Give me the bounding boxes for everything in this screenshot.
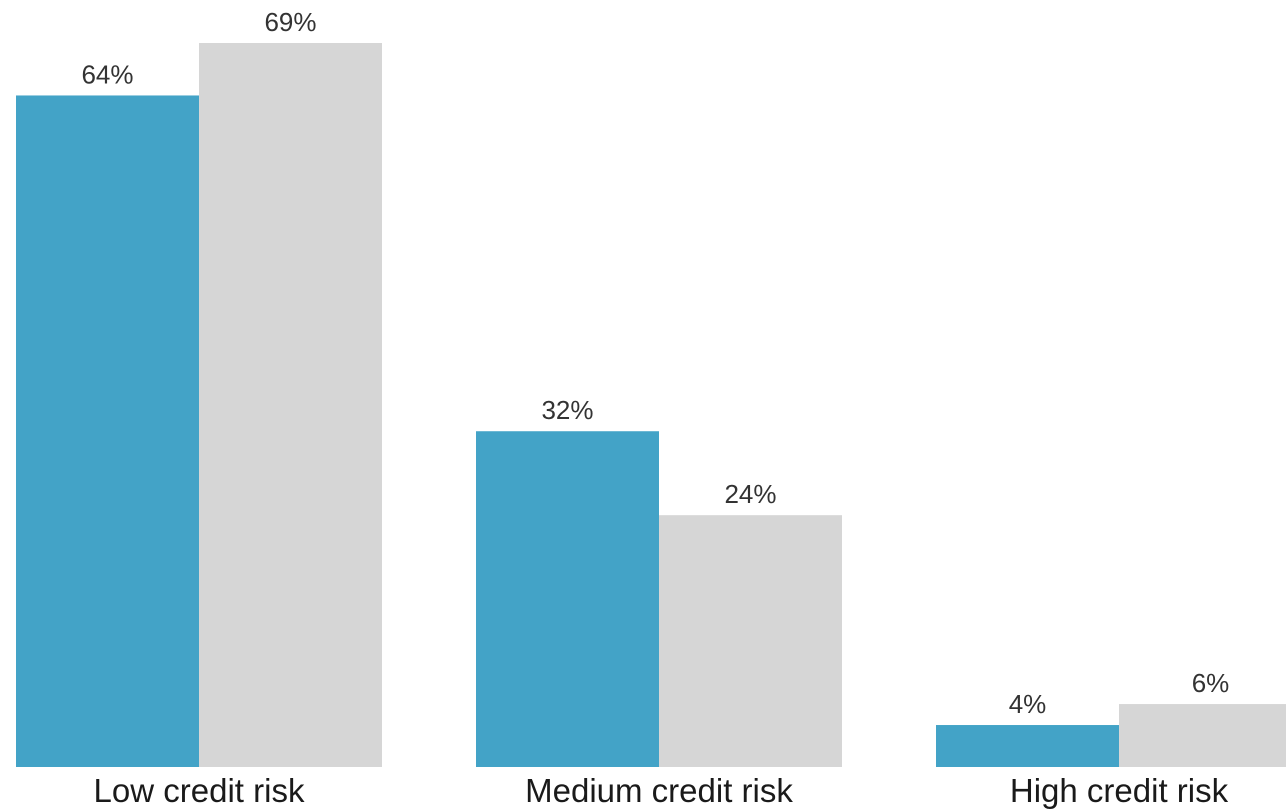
data-label-gray-0: 69%	[264, 7, 316, 37]
category-label-0: Low credit risk	[94, 772, 305, 809]
bar-gray-0	[199, 43, 382, 767]
bar-gray-2	[1119, 704, 1286, 767]
bar-blue-0	[16, 95, 199, 768]
bar-gray-1	[659, 515, 842, 767]
data-label-gray-2: 6%	[1192, 668, 1230, 698]
data-label-blue-0: 64%	[81, 59, 133, 89]
data-label-gray-1: 24%	[724, 479, 776, 509]
category-label-1: Medium credit risk	[525, 772, 793, 809]
category-label-2: High credit risk	[1010, 772, 1229, 809]
bar-blue-2	[936, 725, 1119, 767]
data-label-blue-2: 4%	[1009, 689, 1047, 719]
bar-blue-1	[476, 431, 659, 767]
data-label-blue-1: 32%	[541, 395, 593, 425]
